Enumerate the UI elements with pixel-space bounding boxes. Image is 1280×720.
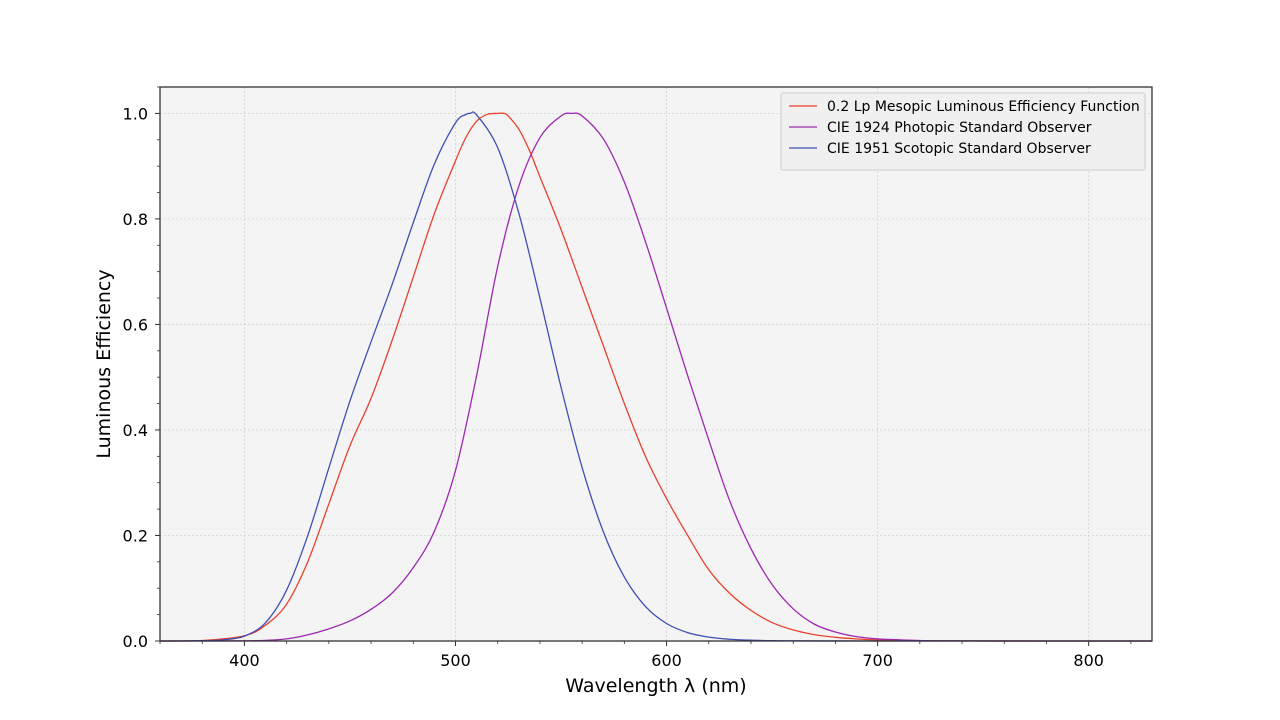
x-tick-label: 400 (229, 651, 260, 670)
legend-box (780, 92, 1146, 171)
legend: 0.2 Lp Mesopic Luminous Efficiency Funct… (780, 92, 1146, 171)
y-tick-label: 0.0 (123, 632, 148, 651)
y-tick-label: 0.4 (123, 421, 148, 440)
plot-area (160, 87, 1152, 641)
y-tick-label: 0.6 (123, 315, 148, 334)
y-axis-label: Luminous Efficiency (93, 269, 115, 458)
axis-ticks: 400 500 600 700 800 0.0 0.2 0.4 0.6 0.8 1.0 (123, 86, 1132, 670)
plot-frame (159, 86, 1153, 642)
y-tick-label: 0.2 (123, 526, 148, 545)
legend-label: CIE 1924 Photopic Standard Observer (827, 120, 1092, 136)
x-tick-label: 600 (651, 651, 682, 670)
x-tick-label: 800 (1073, 651, 1104, 670)
legend-label: CIE 1951 Scotopic Standard Observer (827, 141, 1091, 157)
x-tick-label: 500 (440, 651, 471, 670)
legend-label: 0.2 Lp Mesopic Luminous Efficiency Funct… (827, 99, 1140, 115)
x-tick-label: 700 (862, 651, 893, 670)
y-tick-label: 0.8 (123, 210, 148, 229)
mesopic-series-line (159, 112, 1152, 642)
photopic-series-line (159, 112, 1152, 642)
x-axis-label: Wavelength λ (nm) (565, 675, 746, 697)
y-tick-label: 1.0 (123, 104, 148, 123)
